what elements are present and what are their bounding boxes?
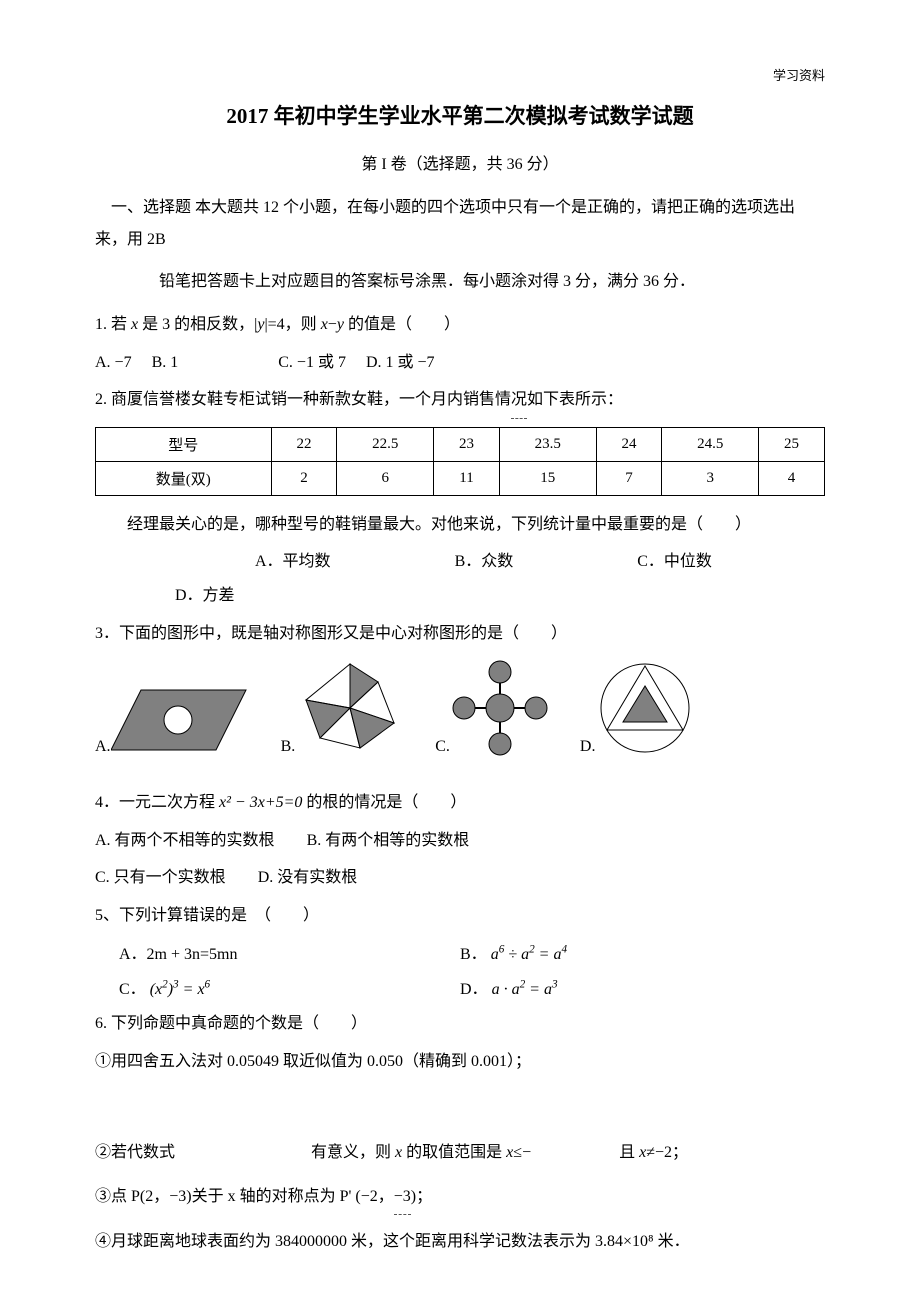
page-title: 2017 年初中学生学业水平第二次模拟考试数学试题 (95, 100, 825, 130)
q3-text: 3．下面的图形中，既是轴对称图形又是中心对称图形的是（ ） (95, 617, 825, 651)
td-4: 7 (596, 461, 662, 495)
th-245: 24.5 (662, 427, 759, 461)
q6-p3-post: )； (411, 1188, 432, 1205)
q2-optC: C．中位数 (557, 545, 712, 579)
q4-optD: D. 没有实数根 (258, 869, 358, 886)
subtitle: 第 I 卷（选择题，共 36 分） (95, 150, 825, 174)
q3-labelD: D. (580, 738, 596, 756)
td-0: 2 (271, 461, 337, 495)
q6-p2-mid: 有意义，则 x 的取值范围是 x≤− (311, 1144, 531, 1161)
q6-p3-pre: ③点 P(2，−3)关于 x 轴的对称点为 P' (−2， (95, 1188, 394, 1205)
td-label: 数量(双) (96, 461, 272, 495)
parallelogram-icon (111, 680, 251, 756)
q3-labelB: B. (281, 738, 296, 756)
q6-p1: ①用四舍五入法对 0.05049 取近似值为 0.050（精确到 0.001）； (95, 1045, 825, 1079)
q2-options: A．平均数 B．众数 C．中位数 D．方差 (95, 545, 825, 612)
q6-text: 6. 下列命题中真命题的个数是（ ） (95, 1007, 825, 1041)
header-right-label: 学习资料 (773, 65, 825, 84)
q5-optD-label: D． (460, 981, 488, 998)
cross-circles-icon (450, 660, 550, 756)
td-1: 6 (337, 461, 434, 495)
q4-opts-row1: A. 有两个不相等的实数根 B. 有两个相等的实数根 (95, 824, 825, 858)
table-data-row: 数量(双) 2 6 11 15 7 3 4 (96, 461, 825, 495)
q4-post: 的根的情况是（ ） (302, 794, 466, 811)
q4-opts-row2: C. 只有一个实数根 D. 没有实数根 (95, 861, 825, 895)
q5-optD: D． a · a2 = a3 (460, 972, 825, 1007)
q4-optC: C. 只有一个实数根 (95, 869, 226, 886)
td-2: 11 (434, 461, 500, 495)
q5-optC-label: C． (119, 981, 146, 998)
q6-p2-pre: ②若代数式 (95, 1144, 175, 1161)
q5-optB: B． a6 ÷ a2 = a4 (460, 937, 825, 972)
q2-optD: D．方差 (95, 579, 235, 613)
th-model: 型号 (96, 427, 272, 461)
q1-options: A. −7 B. 1 C. −1 或 7 D. 1 或 −7 (95, 346, 825, 380)
table-header-row: 型号 22 22.5 23 23.5 24 24.5 25 (96, 427, 825, 461)
q3-figures: A. B. C. (95, 660, 825, 756)
q3-figA-wrap: A. (95, 680, 251, 756)
q3-figC-wrap: C. (435, 660, 550, 756)
td-5: 3 (662, 461, 759, 495)
q4-pre: 4．一元二次方程 (95, 794, 219, 811)
q3-labelC: C. (435, 738, 450, 756)
q1-optC: C. −1 或 7 (278, 346, 346, 380)
td-3: 15 (499, 461, 596, 495)
q2-optB: B．众数 (375, 545, 514, 579)
th-23: 23 (434, 427, 500, 461)
q4-optB: B. 有两个相等的实数根 (307, 832, 470, 849)
circle-triangles-icon (595, 660, 695, 756)
q6-p3: ③点 P(2，−3)关于 x 轴的对称点为 P' (−2，−3)； (95, 1180, 825, 1216)
q2-text: 2. 商厦信誉楼女鞋专柜试销一种新款女鞋，一个月内销售情况如下表所示： (95, 383, 825, 419)
q1-optB: B. 1 (152, 346, 179, 380)
q5-optC: C． (x2)3 = x6 (95, 972, 460, 1007)
q1-optA: A. −7 (95, 346, 132, 380)
instructions-line1: 一、选择题 本大题共 12 个小题，在每小题的四个选项中只有一个是正确的，请把正… (95, 192, 825, 256)
q5-optB-label: B． (460, 946, 487, 963)
q4-optA: A. 有两个不相等的实数根 (95, 832, 275, 849)
q6-p4: ④月球距离地球表面约为 384000000 米，这个距离用科学记数法表示为 3.… (95, 1225, 825, 1259)
q3-labelA: A. (95, 738, 111, 756)
q3-figD-wrap: D. (580, 660, 696, 756)
q2-table: 型号 22 22.5 23 23.5 24 24.5 25 数量(双) 2 6 … (95, 427, 825, 496)
q1-text: 1. 若 x 是 3 的相反数，|y|=4，则 x−y 的值是（ ） (95, 308, 825, 342)
th-24: 24 (596, 427, 662, 461)
pinwheel-icon (295, 660, 405, 756)
q6-p3-dot: −3 (394, 1180, 411, 1216)
q1-optD: D. 1 或 −7 (366, 346, 435, 380)
th-235: 23.5 (499, 427, 596, 461)
q2-optA: A．平均数 (175, 545, 331, 579)
q5-optA: A．2m + 3n=5mn (95, 937, 460, 972)
th-22: 22 (271, 427, 337, 461)
q2-post: 经理最关心的是，哪种型号的鞋销量最大。对他来说，下列统计量中最重要的是（ ） (95, 508, 825, 542)
th-25: 25 (759, 427, 825, 461)
q5-text: 5、下列计算错误的是 （ ） (95, 899, 825, 933)
q4-text: 4．一元二次方程 x² − 3x+5=0 的根的情况是（ ） (95, 786, 825, 820)
q5-options: A．2m + 3n=5mn B． a6 ÷ a2 = a4 C． (x2)3 =… (95, 937, 825, 1007)
q3-figB-wrap: B. (281, 660, 406, 756)
th-225: 22.5 (337, 427, 434, 461)
q6-p2-end: 且 x≠−2； (619, 1144, 688, 1161)
instructions-line2: 铅笔把答题卡上对应题目的答案标号涂黑．每小题涂对得 3 分，满分 36 分． (95, 266, 825, 298)
q6-p2: ②若代数式 有意义，则 x 的取值范围是 x≤− 且 x≠−2； (95, 1136, 825, 1170)
td-6: 4 (759, 461, 825, 495)
